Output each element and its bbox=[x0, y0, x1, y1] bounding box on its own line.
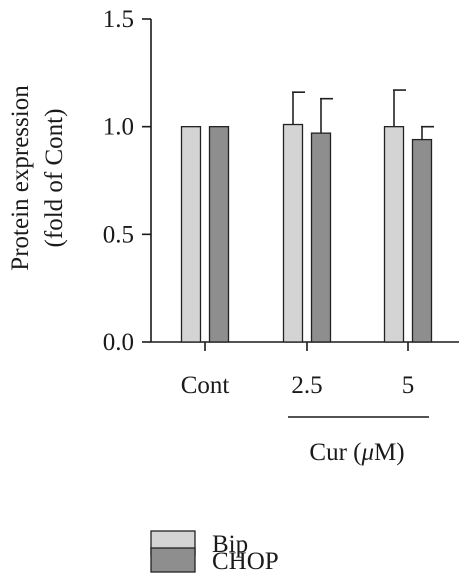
bar-chop-2 bbox=[411, 138, 433, 343]
bar-bip-0 bbox=[180, 126, 202, 343]
y-axis-title: Protein expression (fold of Cont) bbox=[7, 85, 68, 271]
bars bbox=[180, 123, 433, 343]
x-tick-label-0: Cont bbox=[181, 372, 230, 399]
y-tick-label-2: 1.0 bbox=[103, 114, 134, 141]
y-axis-ticks: 0.0 0.5 1.0 1.5 bbox=[103, 6, 151, 356]
legend-label-chop: CHOP bbox=[212, 548, 279, 575]
y-axis-title-line2: (fold of Cont) bbox=[41, 109, 68, 248]
y-tick-label-3: 1.5 bbox=[103, 6, 134, 33]
group-label: Cur (μM) bbox=[309, 439, 404, 466]
error-bar-chop-1 bbox=[320, 97, 333, 134]
x-tick-label-2: 5 bbox=[402, 372, 415, 399]
y-tick-label-1: 0.5 bbox=[103, 221, 134, 248]
bar-bip-1 bbox=[282, 123, 304, 343]
x-tick-label-1: 2.5 bbox=[291, 372, 322, 399]
bar-bip-2 bbox=[383, 126, 405, 343]
bar-chop-1 bbox=[310, 132, 332, 343]
legend: Bip CHOP bbox=[150, 530, 279, 575]
y-axis-title-line1: Protein expression bbox=[7, 85, 34, 271]
group-label-prefix: Cur ( bbox=[309, 439, 361, 466]
error-bar-bip-1 bbox=[292, 91, 305, 125]
bar-chop-0 bbox=[208, 126, 230, 343]
error-bar-bip-2 bbox=[393, 89, 406, 127]
error-bars bbox=[292, 89, 434, 140]
x-axis-ticks: Cont 2.5 5 bbox=[181, 342, 415, 399]
group-label-mu: μ bbox=[360, 439, 374, 466]
legend-label-bip: Bip bbox=[212, 531, 248, 558]
group-label-suffix: M) bbox=[374, 439, 405, 466]
y-tick-label-0: 0.0 bbox=[103, 329, 134, 356]
error-bar-chop-2 bbox=[421, 125, 434, 140]
legend-swatch-chop bbox=[150, 547, 196, 573]
